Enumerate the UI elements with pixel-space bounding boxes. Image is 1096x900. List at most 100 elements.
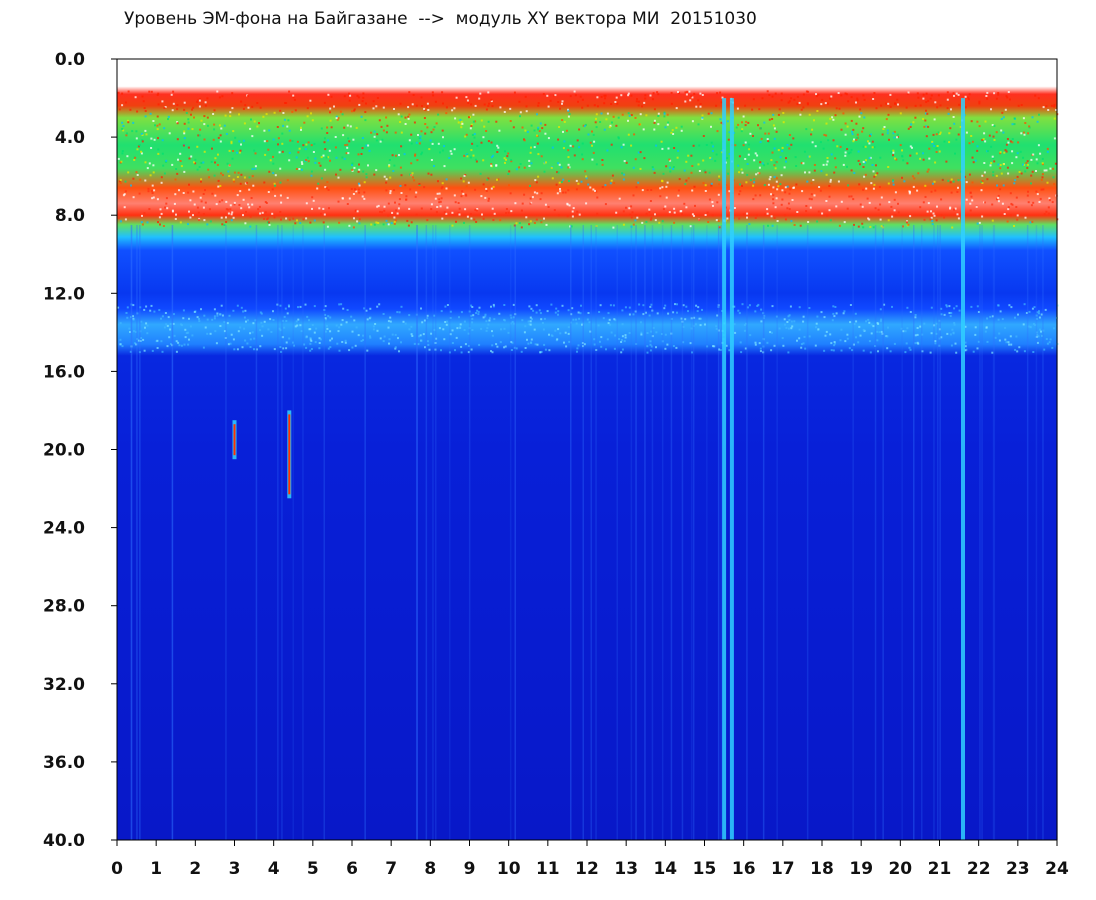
streak [616, 225, 618, 840]
speckle [577, 182, 580, 185]
speckle [178, 189, 180, 192]
speckle [535, 218, 538, 221]
speckle [536, 113, 538, 116]
heatmap-column [822, 59, 827, 840]
speckle [317, 182, 320, 185]
speckle [820, 170, 823, 173]
speckle [878, 331, 881, 334]
speckle [377, 222, 380, 224]
speckle [507, 211, 510, 214]
speckle [904, 351, 907, 354]
speckle [969, 202, 972, 205]
speckle [1049, 338, 1052, 341]
heatmap-column [371, 59, 377, 840]
heatmap-column [254, 59, 259, 840]
speckle [535, 304, 538, 307]
speckle [128, 327, 131, 330]
speckle [394, 201, 396, 204]
speckle [348, 197, 351, 200]
speckle [158, 216, 161, 219]
speckle [1011, 150, 1014, 153]
streak [171, 225, 174, 840]
speckle [540, 350, 543, 353]
speckle [562, 191, 565, 194]
speckle [1039, 197, 1042, 200]
speckle [594, 121, 597, 124]
speckle [179, 152, 182, 155]
speckle [544, 348, 547, 351]
speckle [341, 197, 344, 200]
speckle [381, 138, 384, 141]
speckle [914, 316, 917, 319]
speckle [249, 338, 252, 341]
speckle [380, 125, 383, 128]
speckle [152, 164, 155, 167]
speckle [559, 188, 561, 190]
speckle [881, 332, 884, 335]
speckle [690, 317, 693, 320]
heatmap-column [1013, 59, 1019, 840]
heatmap-column [375, 59, 381, 840]
speckle [610, 179, 613, 182]
speckle [661, 220, 664, 223]
speckle [151, 197, 154, 200]
speckle [793, 186, 795, 189]
speckle [691, 120, 694, 123]
speckle [540, 221, 543, 224]
heatmap-column [982, 59, 988, 840]
speckle [519, 115, 521, 118]
speckle [881, 133, 884, 136]
speckle [1018, 171, 1021, 173]
speckle [802, 342, 805, 345]
speckle [1042, 188, 1045, 191]
speckle [445, 106, 448, 109]
speckle [403, 153, 406, 156]
speckle [255, 348, 258, 351]
speckle [404, 184, 407, 187]
speckle [771, 224, 774, 227]
speckle [772, 124, 775, 127]
heatmap-column [457, 59, 463, 840]
speckle [196, 206, 199, 209]
speckle [396, 212, 399, 215]
speckle [693, 214, 695, 217]
speckle [284, 102, 286, 104]
heatmap-column [943, 59, 948, 840]
speckle [921, 333, 924, 336]
speckle [269, 159, 272, 162]
speckle [591, 158, 594, 161]
heatmap-column [1006, 59, 1011, 840]
speckle [515, 168, 518, 171]
speckle [848, 195, 851, 198]
speckle [382, 340, 385, 343]
speckle [398, 311, 401, 314]
speckle [493, 305, 495, 308]
speckle [863, 98, 866, 101]
speckle [762, 351, 765, 354]
speckle [744, 124, 747, 127]
speckle [243, 176, 246, 179]
speckle [755, 173, 758, 176]
speckle [180, 344, 183, 347]
speckle [1032, 323, 1035, 325]
speckle [890, 205, 893, 208]
speckle [581, 158, 584, 161]
speckle [305, 336, 308, 339]
speckle [872, 226, 875, 229]
speckle [997, 163, 1000, 166]
speckle [1017, 104, 1020, 107]
speckle [939, 104, 942, 107]
speckle [431, 142, 434, 145]
speckle [1026, 166, 1029, 169]
speckle [1020, 104, 1023, 106]
speckle [859, 163, 861, 166]
speckle [981, 215, 984, 218]
speckle [661, 186, 664, 189]
speckle [1050, 104, 1053, 107]
speckle [621, 309, 624, 312]
speckle [745, 181, 748, 184]
speckle [286, 125, 289, 128]
heatmap-column [798, 59, 804, 840]
speckle [802, 162, 805, 165]
speckle [825, 330, 828, 333]
